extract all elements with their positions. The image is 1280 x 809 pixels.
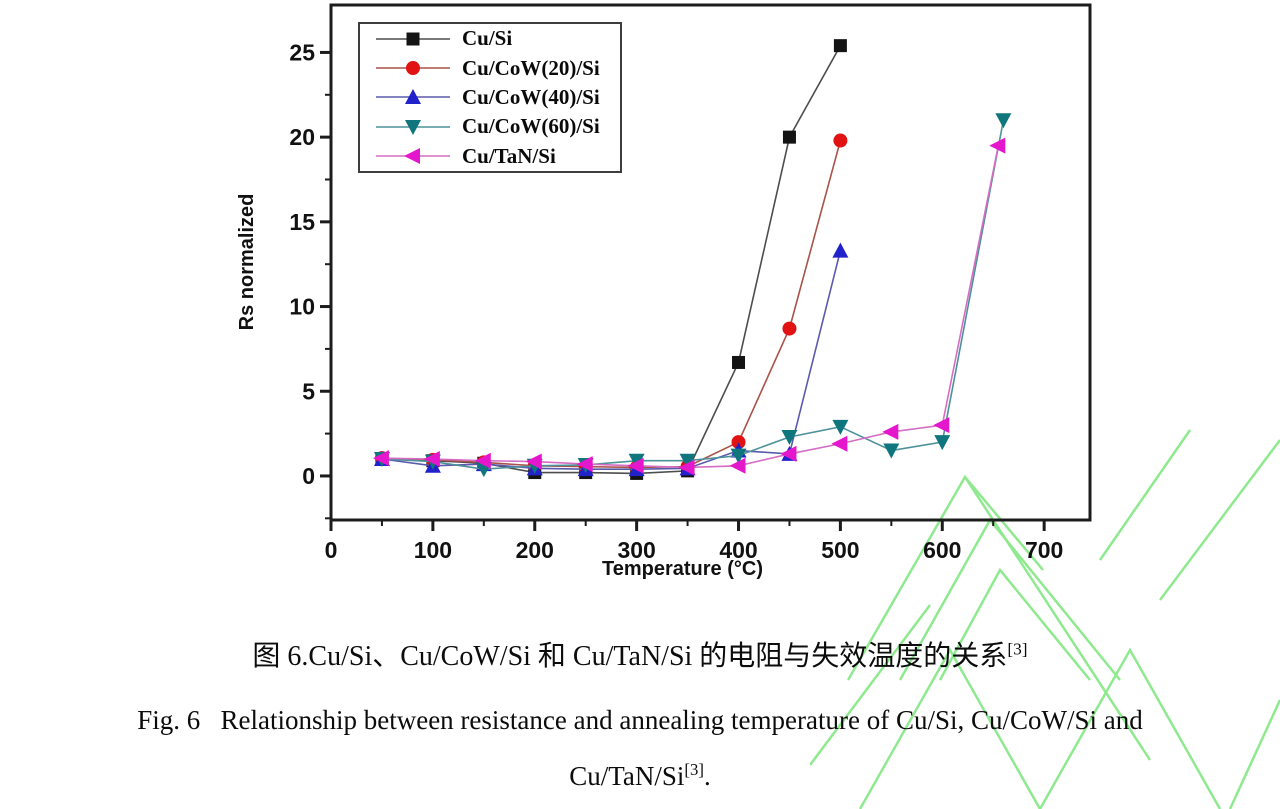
watermark-stroke bbox=[1228, 699, 1280, 809]
caption-zh-text: 图 6.Cu/Si、Cu/CoW/Si 和 Cu/TaN/Si 的电阻与失效温度… bbox=[252, 641, 1008, 672]
legend-glyph-cu-cow-20-si bbox=[406, 61, 420, 76]
legend-label-cu-tan-si: Cu/TaN/Si bbox=[462, 143, 556, 168]
series-cu-tan-si bbox=[372, 137, 1006, 476]
series-cu-cow-40-si-marker bbox=[832, 242, 849, 258]
legend-item-cu-cow-60-si: Cu/CoW(60)/Si bbox=[360, 112, 620, 141]
legend-marker-cu-tan-si bbox=[376, 148, 450, 165]
caption-en2-ref: [3] bbox=[684, 760, 704, 779]
series-cu-cow-60-si-marker bbox=[781, 429, 798, 445]
x-tick-label: 700 bbox=[1025, 537, 1063, 563]
series-cu-si-line bbox=[381, 45, 842, 475]
y-tick-label: 15 bbox=[289, 209, 315, 235]
series-cu-tan-si-marker bbox=[831, 435, 848, 452]
x-tick-label: 400 bbox=[719, 537, 757, 563]
legend-glyph-cu-cow-60-si bbox=[405, 119, 421, 135]
series-cu-cow-20-si-line bbox=[381, 140, 842, 469]
legend-item-cu-cow-20-si: Cu/CoW(20)/Si bbox=[360, 54, 620, 83]
x-tick-label: 600 bbox=[923, 537, 961, 563]
legend-marker-cu-si bbox=[376, 32, 450, 46]
series-cu-tan-si-line bbox=[381, 145, 1000, 469]
legend-glyph-cu-tan-si bbox=[404, 148, 420, 165]
caption-zh-ref: [3] bbox=[1007, 639, 1028, 659]
x-tick-label: 300 bbox=[617, 537, 655, 563]
series-cu-cow-60-si-marker bbox=[995, 113, 1012, 129]
y-tick-label: 10 bbox=[289, 294, 315, 320]
x-tick-label: 0 bbox=[325, 537, 338, 563]
legend-marker-cu-cow-40-si bbox=[376, 89, 450, 105]
series-cu-cow-20-si-marker bbox=[782, 321, 797, 336]
x-tick-label: 200 bbox=[516, 537, 554, 563]
caption-en-line2: Cu/TaN/Si[3]. bbox=[0, 760, 1280, 792]
series-cu-cow-20-si-marker bbox=[833, 133, 848, 148]
y-tick-label: 0 bbox=[302, 463, 315, 489]
series-cu-tan-si-marker bbox=[933, 417, 950, 434]
caption-en2-period: . bbox=[703, 761, 711, 791]
series-cu-tan-si-marker bbox=[678, 459, 695, 476]
watermark-stroke bbox=[964, 476, 1044, 571]
caption-en-line1: Fig. 6 Relationship between resistance a… bbox=[137, 705, 1143, 735]
series-cu-tan-si-marker bbox=[627, 457, 644, 474]
y-axis-title: Rs normalized bbox=[236, 194, 258, 331]
series-cu-cow-60-si-marker bbox=[628, 453, 645, 469]
series-cu-cow-20-si bbox=[374, 133, 848, 475]
x-tick-label: 100 bbox=[414, 537, 452, 563]
y-tick-label: 5 bbox=[302, 378, 315, 404]
series-cu-tan-si-marker bbox=[989, 137, 1006, 154]
series-cu-tan-si-marker bbox=[474, 452, 491, 469]
y-tick-label: 20 bbox=[289, 124, 315, 150]
series-cu-si-marker bbox=[833, 39, 847, 53]
legend-glyph-cu-cow-40-si bbox=[405, 89, 421, 105]
watermark-stroke bbox=[1159, 439, 1280, 601]
series-cu-si-marker bbox=[732, 355, 746, 369]
legend-marker-cu-cow-20-si bbox=[376, 61, 450, 76]
series-cu-cow-40-si-line bbox=[381, 250, 842, 470]
legend-glyph-cu-si bbox=[406, 32, 420, 46]
legend-item-cu-cow-40-si: Cu/CoW(40)/Si bbox=[360, 83, 620, 112]
legend-item-cu-si: Cu/Si bbox=[360, 24, 620, 53]
series-cu-cow-60-si-marker bbox=[679, 453, 696, 469]
line-chart: 0 100 200 300 400 500 600 700 0 5 10 15 20 25 Temperat… bbox=[236, 3, 1092, 580]
legend-label-cu-cow-40-si: Cu/CoW(40)/Si bbox=[462, 84, 600, 109]
chart-legend: Cu/Si Cu/CoW(20)/Si Cu/CoW(40)/Si Cu/CoW(60… bbox=[358, 22, 622, 173]
watermark-stroke bbox=[810, 604, 931, 766]
legend-marker-cu-cow-60-si bbox=[376, 119, 450, 135]
series-cu-cow-20-si-marker bbox=[731, 435, 746, 450]
legend-label-cu-si: Cu/Si bbox=[462, 26, 513, 51]
series-cu-tan-si-marker bbox=[525, 453, 542, 470]
legend-label-cu-cow-20-si: Cu/CoW(20)/Si bbox=[462, 55, 600, 80]
caption-en2-text: Cu/TaN/Si bbox=[569, 761, 685, 791]
watermark-stroke bbox=[858, 647, 1222, 809]
series-cu-cow-60-si-marker bbox=[730, 448, 747, 464]
series-cu-tan-si-marker bbox=[372, 450, 389, 467]
series-cu-tan-si-marker bbox=[780, 445, 797, 462]
watermark-logo bbox=[810, 429, 1280, 809]
legend-label-cu-cow-60-si: Cu/CoW(60)/Si bbox=[462, 114, 600, 139]
watermark-stroke bbox=[938, 567, 1091, 681]
watermark-stroke bbox=[1098, 429, 1192, 561]
series-cu-si-marker bbox=[782, 130, 796, 144]
plot-border bbox=[329, 3, 1092, 522]
y-tick-label: 25 bbox=[289, 39, 315, 65]
series-cu-cow-60-si-marker bbox=[934, 435, 951, 451]
series-cu-tan-si-marker bbox=[882, 423, 899, 440]
series-cu-cow-60-si-marker bbox=[883, 443, 900, 459]
x-tick-label: 500 bbox=[821, 537, 859, 563]
series-cu-tan-si-marker bbox=[423, 451, 440, 468]
series-cu-tan-si-marker bbox=[729, 457, 746, 474]
x-axis-title: Temperature (°C) bbox=[602, 558, 763, 580]
series-cu-cow-60-si-marker bbox=[832, 419, 849, 435]
caption-zh: 图 6.Cu/Si、Cu/CoW/Si 和 Cu/TaN/Si 的电阻与失效温度… bbox=[0, 634, 1280, 674]
legend-item-cu-tan-si: Cu/TaN/Si bbox=[360, 142, 620, 171]
series-cu-tan-si-marker bbox=[576, 456, 593, 473]
